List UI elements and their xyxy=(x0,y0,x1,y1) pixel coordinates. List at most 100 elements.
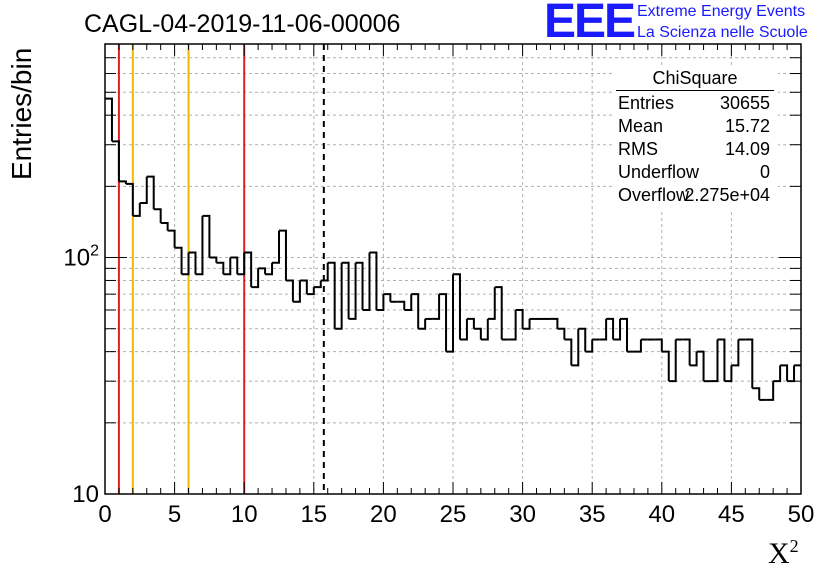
y-axis-label: Entries/bin xyxy=(6,47,37,180)
histogram-bin xyxy=(571,328,580,367)
stat-overflow-value: 2.275e+04 xyxy=(684,185,770,205)
eee-logo: EEE xyxy=(544,0,636,48)
x-tick-label: 0 xyxy=(98,501,111,528)
axis-ticks xyxy=(104,43,802,495)
histogram-bin xyxy=(369,251,378,310)
stat-underflow-value: 0 xyxy=(759,162,770,182)
histogram-bin xyxy=(432,294,441,320)
histogram-bin xyxy=(111,140,120,182)
histogram-bin xyxy=(564,338,573,366)
histogram-bin xyxy=(153,208,162,223)
stat-entries-label: Entries xyxy=(618,93,675,113)
x-tick-label: 25 xyxy=(440,501,467,528)
histogram-bin xyxy=(125,182,134,216)
histogram-bin xyxy=(397,300,406,310)
x-tick-label: 35 xyxy=(579,501,606,528)
histogram-bin xyxy=(216,261,225,275)
histogram-bin xyxy=(404,294,413,311)
histogram-bin xyxy=(105,97,113,142)
histogram-bin xyxy=(132,203,141,217)
histogram-bin xyxy=(745,338,754,389)
x-tick-label: 5 xyxy=(168,501,181,528)
histogram-bin xyxy=(362,252,371,311)
histogram-bin xyxy=(174,246,183,275)
brand-line-2: La Scienza nelle Scuole xyxy=(637,24,808,41)
histogram-bin xyxy=(473,327,482,340)
histogram-bin xyxy=(654,338,663,352)
histogram-bin xyxy=(717,338,726,382)
histogram-bin xyxy=(633,339,642,353)
x-tick-label: 45 xyxy=(718,501,745,528)
histogram-bin xyxy=(613,318,622,341)
histogram-bin xyxy=(195,215,204,276)
histogram-bin xyxy=(515,309,524,329)
histogram-bin xyxy=(557,327,566,340)
stat-mean-value: 15.72 xyxy=(724,116,770,136)
histogram-bin xyxy=(251,268,260,289)
histogram-bin xyxy=(265,262,274,276)
histogram-bin xyxy=(766,381,775,401)
histogram-bin xyxy=(710,339,719,383)
histogram-bin xyxy=(620,317,628,352)
x-tick-label: 15 xyxy=(300,501,327,528)
histogram-bin xyxy=(320,262,329,282)
stats-divider xyxy=(616,90,774,91)
x-tick-label: 10 xyxy=(231,501,258,528)
histogram-bin xyxy=(355,261,364,310)
marker-lines xyxy=(117,44,325,494)
histogram-bin xyxy=(244,251,253,288)
histogram-bin xyxy=(411,293,420,329)
histogram-bin xyxy=(313,280,322,289)
x-tick-label: 50 xyxy=(788,501,815,528)
histogram-bin xyxy=(383,293,392,302)
histogram-bin xyxy=(787,365,796,383)
histogram-bin xyxy=(223,257,232,276)
histogram-bin xyxy=(279,229,287,281)
histogram-bin xyxy=(418,318,427,330)
histogram-bin xyxy=(376,294,385,311)
histogram-bin xyxy=(160,221,169,231)
histogram-bin xyxy=(459,318,468,341)
histogram-bin xyxy=(773,365,782,383)
histogram-bin xyxy=(348,262,357,320)
histogram-bin xyxy=(439,293,448,352)
histogram-bin xyxy=(237,252,246,276)
histogram-bin xyxy=(139,176,148,205)
stats-title: ChiSquare xyxy=(652,68,738,88)
histogram-bin xyxy=(508,310,517,341)
histogram-bin xyxy=(209,256,218,263)
histogram-bin xyxy=(480,318,489,341)
histogram-bin xyxy=(299,279,308,295)
histogram-bins xyxy=(105,97,801,401)
histogram-bin xyxy=(453,273,461,340)
histogram-bin xyxy=(668,339,677,383)
histogram-bin xyxy=(494,286,503,340)
x-tick-label: 20 xyxy=(370,501,397,528)
histogram-bin xyxy=(466,317,475,329)
stat-rms-label: RMS xyxy=(618,139,658,159)
histogram-bin xyxy=(118,180,127,184)
histogram-bin xyxy=(599,318,608,341)
histogram-bin xyxy=(550,317,559,329)
histogram-bin xyxy=(724,365,733,383)
histogram-bin xyxy=(731,339,740,367)
chart-title: CAGL-04-2019-11-06-00006 xyxy=(84,10,401,38)
histogram-bin xyxy=(285,279,294,302)
histogram-bin xyxy=(689,351,698,367)
histogram-bin xyxy=(202,214,211,258)
stat-mean-label: Mean xyxy=(618,116,664,136)
histogram-bin xyxy=(487,287,496,320)
y-tick-label: 102 xyxy=(63,243,99,272)
histogram-bin xyxy=(696,350,705,382)
brand-line-1: Extreme Energy Events xyxy=(637,3,806,20)
histogram-bin xyxy=(306,287,315,296)
histogram-bin xyxy=(446,274,454,353)
histogram-bin xyxy=(522,318,531,330)
histogram-bin xyxy=(188,251,197,275)
stats-box: ChiSquare Entries 30655 Mean 15.72 RMS 1… xyxy=(612,66,778,211)
histogram-bin xyxy=(578,327,587,352)
histogram-bin xyxy=(146,175,155,210)
stat-overflow-label: Overflow xyxy=(618,185,690,205)
histogram-bin xyxy=(292,280,301,303)
